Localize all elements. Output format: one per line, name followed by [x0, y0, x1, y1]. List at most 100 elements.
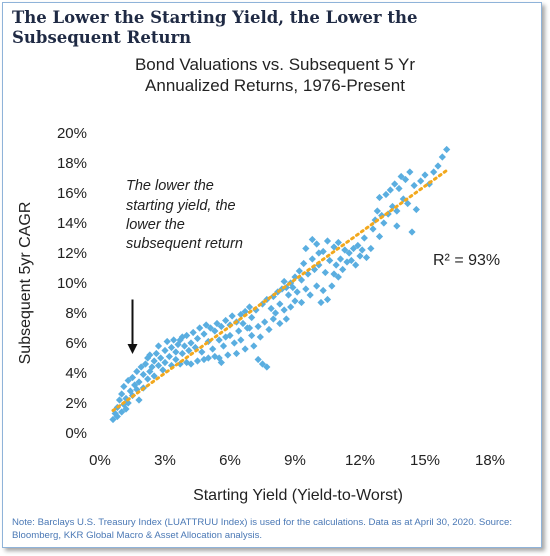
data-point [200, 330, 208, 338]
data-point [133, 367, 141, 376]
data-point [438, 153, 446, 161]
data-point [144, 354, 152, 362]
x-tick-label: 6% [219, 452, 241, 469]
data-point [248, 331, 256, 340]
data-point [287, 303, 295, 311]
data-point [122, 405, 130, 413]
data-point [187, 339, 195, 347]
data-point [280, 306, 288, 314]
data-point [375, 193, 384, 202]
data-point [417, 177, 425, 185]
data-point [434, 162, 442, 170]
data-point [267, 304, 275, 313]
data-point [241, 345, 249, 353]
source-note: Note: Barclays U.S. Treasury Index (LUAT… [12, 517, 512, 541]
y-tick-label: 10% [57, 275, 87, 292]
data-point [308, 255, 316, 263]
data-point [152, 349, 160, 358]
data-point [159, 366, 167, 374]
data-point [154, 342, 163, 350]
data-point [380, 219, 388, 227]
data-point [120, 382, 128, 391]
data-point [135, 378, 143, 386]
data-point [198, 348, 206, 356]
data-point [118, 390, 126, 398]
r-squared-label: R² = 93% [433, 252, 500, 269]
data-point [308, 235, 316, 244]
data-point [280, 277, 288, 286]
data-point [291, 297, 299, 305]
data-point [430, 168, 438, 176]
data-point [347, 256, 355, 265]
data-point [172, 355, 180, 364]
data-point [193, 334, 202, 343]
data-point [237, 336, 245, 344]
chart-title-line-2: Annualized Returns, 1976-Present [145, 76, 405, 95]
data-point [245, 303, 254, 311]
annotation-line-4: subsequent return [126, 236, 243, 252]
headline: The Lower the Starting Yield, the Lower … [12, 8, 418, 47]
data-point [180, 342, 189, 350]
data-point [215, 336, 223, 344]
x-tick-label: 18% [475, 452, 505, 469]
data-point [165, 352, 173, 361]
data-point [109, 415, 117, 424]
x-tick-label: 15% [410, 452, 440, 469]
data-point [213, 319, 221, 328]
y-tick-label: 2% [65, 395, 87, 412]
data-point [276, 319, 284, 328]
data-point [406, 168, 414, 176]
data-point [323, 295, 332, 304]
data-point [248, 313, 256, 322]
data-point [161, 358, 169, 367]
data-point [393, 207, 401, 215]
data-point [157, 354, 165, 362]
y-tick-label: 0% [65, 425, 87, 442]
data-point [358, 246, 366, 254]
data-point [391, 180, 399, 188]
data-point [217, 358, 225, 367]
data-point [354, 241, 362, 250]
data-point [356, 252, 364, 260]
data-point [393, 222, 401, 230]
data-point [289, 283, 297, 292]
data-point [187, 360, 195, 368]
data-point [297, 276, 306, 284]
data-point [137, 363, 145, 371]
data-point [302, 244, 310, 253]
data-point [323, 237, 332, 245]
data-point [297, 298, 306, 307]
data-point [345, 249, 353, 257]
data-point [172, 348, 180, 356]
data-point [135, 396, 143, 404]
y-axis-ticks: 0% 2% 4% 6% 8% 10% 12% 14% 16% 18% 20% [57, 125, 87, 442]
x-tick-label: 9% [284, 452, 306, 469]
data-point [352, 261, 360, 269]
data-point [178, 349, 186, 358]
y-tick-label: 8% [65, 305, 87, 322]
data-point [291, 273, 299, 281]
data-point [232, 349, 241, 358]
data-point [336, 255, 345, 263]
data-point [230, 339, 238, 347]
chart-title: Bond Valuations vs. Subsequent 5 Yr Annu… [0, 54, 550, 96]
x-tick-label: 3% [154, 452, 176, 469]
data-point [276, 300, 284, 308]
data-point [367, 244, 375, 253]
chart-title-line-1: Bond Valuations vs. Subsequent 5 Yr [134, 55, 416, 74]
data-point [211, 327, 219, 335]
data-point [293, 288, 301, 296]
y-tick-label: 18% [57, 155, 87, 172]
data-point [269, 315, 277, 323]
data-point [313, 240, 321, 248]
data-point [239, 319, 247, 328]
data-point [167, 343, 176, 352]
data-point [189, 328, 197, 337]
data-point [421, 171, 429, 179]
data-point [395, 184, 403, 193]
data-point [382, 190, 390, 199]
data-point [360, 234, 368, 242]
data-point [204, 354, 212, 362]
data-point [148, 363, 156, 371]
data-point [349, 244, 358, 253]
